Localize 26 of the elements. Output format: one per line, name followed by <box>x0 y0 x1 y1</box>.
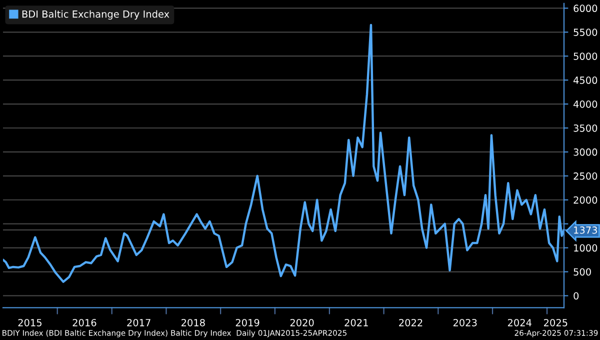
x-tick-label: 2015 <box>18 318 42 326</box>
y-tick-label: 1000 <box>574 244 598 252</box>
y-tick-label: 3500 <box>574 124 598 132</box>
x-tick-label: 2020 <box>290 318 314 326</box>
y-tick-label: 5500 <box>574 28 598 36</box>
y-tick-label: 3000 <box>574 148 598 156</box>
y-tick-label: 0 <box>574 292 579 300</box>
y-tick-label: 5000 <box>574 52 598 60</box>
x-tick-label: 2021 <box>344 318 368 326</box>
y-tick-label: 4000 <box>574 100 598 108</box>
legend-label: BDI Baltic Exchange Dry Index <box>22 10 170 20</box>
y-tick-label: 4500 <box>574 76 598 84</box>
x-tick-label: 2025 <box>544 318 568 326</box>
y-tick-label: 2500 <box>574 172 598 180</box>
y-tick-label: 1373 <box>574 226 597 234</box>
x-tick-label: 2016 <box>72 318 96 326</box>
x-tick-label: 2022 <box>399 318 422 326</box>
x-tick-label: 2019 <box>236 318 260 326</box>
x-tick-label: 2024 <box>508 318 532 326</box>
x-tick-label: 2017 <box>127 318 150 326</box>
y-tick-label: 2000 <box>574 196 598 204</box>
x-tick-label: 2018 <box>182 318 205 326</box>
y-tick-label: 6000 <box>574 4 598 12</box>
line-series <box>3 24 564 283</box>
y-tick-label: 500 <box>574 268 591 276</box>
x-tick-label: 2023 <box>453 318 477 326</box>
